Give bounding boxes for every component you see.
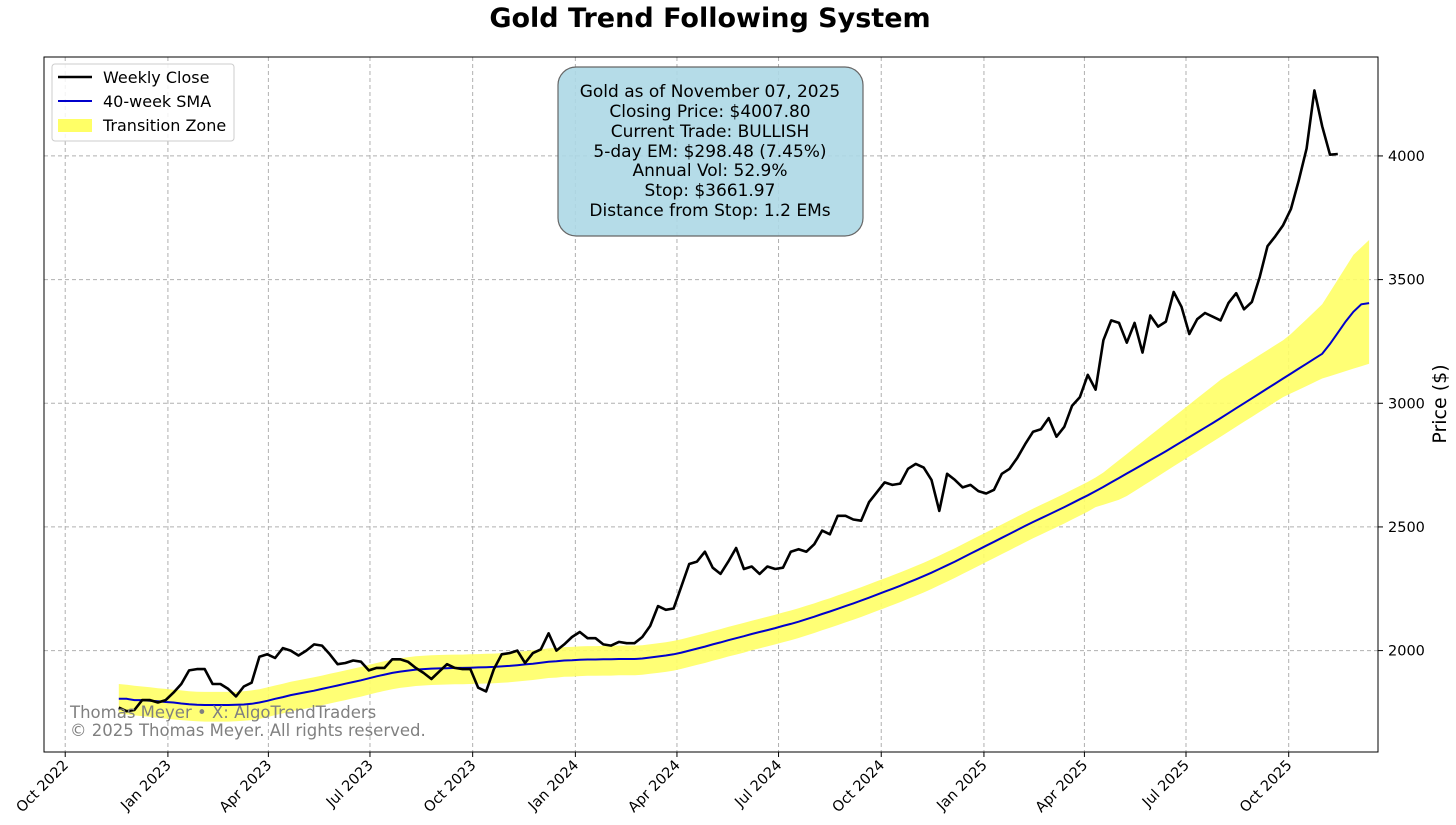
- legend-sma-label: 40-week SMA: [103, 92, 211, 111]
- watermark-line: © 2025 Thomas Meyer. All rights reserved…: [70, 721, 426, 740]
- watermark: Thomas Meyer • X: AlgoTrendTraders © 202…: [69, 703, 426, 740]
- y-axis: 2000 2500 3000 3500 4000: [1378, 149, 1425, 660]
- info-line: Distance from Stop: 1.2 EMs: [589, 201, 830, 221]
- info-line: 5-day EM: $298.48 (7.45%): [593, 142, 826, 162]
- legend-zone-label: Transition Zone: [102, 116, 226, 135]
- info-box: Gold as of November 07, 2025 Closing Pri…: [557, 66, 864, 237]
- info-line: Stop: $3661.97: [645, 181, 776, 201]
- y-tick-label: 4000: [1388, 149, 1425, 165]
- y-axis-label: Price ($): [1429, 364, 1451, 443]
- chart-title: Gold Trend Following System: [489, 3, 930, 34]
- legend-frame: [51, 63, 235, 142]
- legend-close-label: Weekly Close: [103, 68, 209, 87]
- legend-zone-swatch: [58, 119, 92, 132]
- plot-frame: [43, 56, 1379, 753]
- y-tick-label: 3500: [1388, 273, 1425, 289]
- watermark-line: Thomas Meyer • X: AlgoTrendTraders: [69, 703, 376, 722]
- y-tick-label: 2500: [1388, 520, 1425, 536]
- info-box-frame: [557, 66, 864, 237]
- legend: Weekly Close 40-week SMA Transition Zone: [51, 63, 235, 142]
- weekly-close-line: [118, 89, 1338, 713]
- info-line: Closing Price: $4007.80: [609, 102, 810, 122]
- sma-line: [118, 302, 1370, 706]
- info-line: Gold as of November 07, 2025: [580, 82, 841, 102]
- y-tick-label: 2000: [1388, 644, 1425, 660]
- transition-zone-band: [118, 240, 1370, 722]
- info-line: Annual Vol: 52.9%: [632, 161, 787, 181]
- y-tick-label: 3000: [1388, 396, 1425, 412]
- info-line: Current Trade: BULLISH: [611, 122, 810, 142]
